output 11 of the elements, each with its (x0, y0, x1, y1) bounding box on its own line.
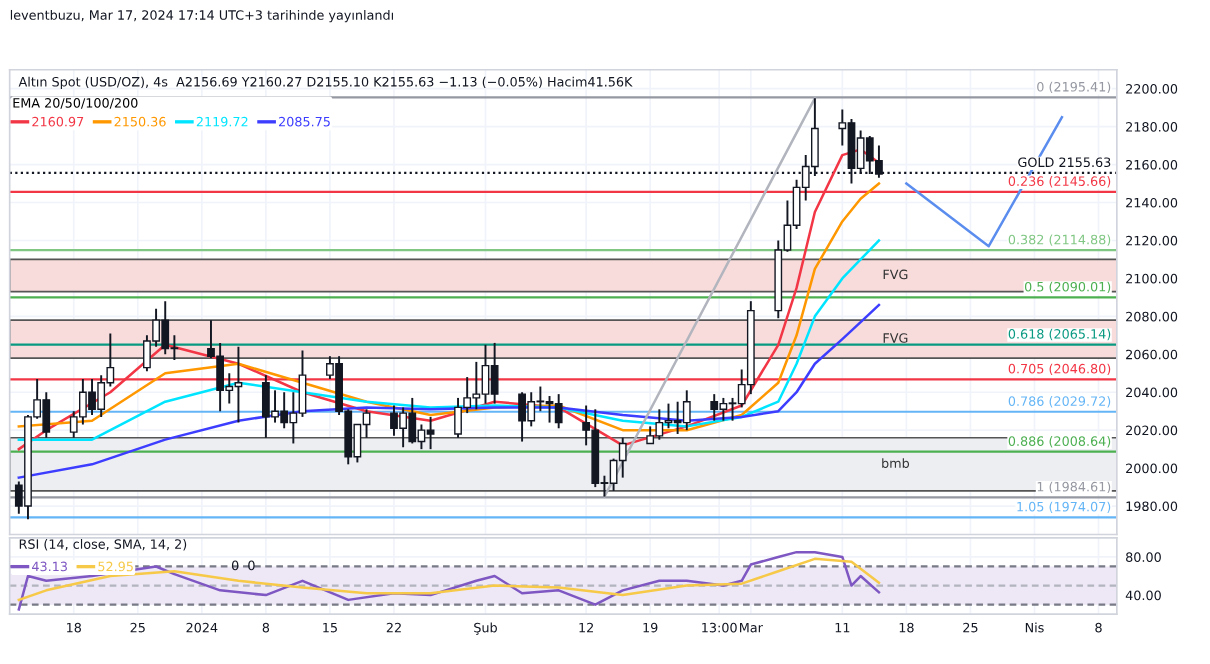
candlestick (618, 436, 627, 479)
candlestick (554, 393, 563, 430)
line-series (17, 303, 881, 479)
candlestick (710, 393, 719, 422)
candlestick (682, 389, 691, 432)
line-series (17, 557, 881, 602)
line-series (17, 239, 881, 441)
line-series (17, 182, 881, 432)
candlestick (426, 415, 435, 451)
line-series (17, 550, 881, 611)
candlestick (490, 341, 499, 405)
